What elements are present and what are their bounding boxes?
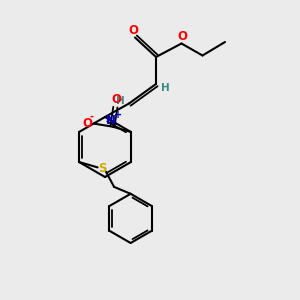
- Text: H: H: [160, 82, 169, 93]
- Text: H: H: [116, 95, 125, 106]
- Text: O: O: [177, 30, 187, 44]
- Text: O: O: [128, 23, 139, 37]
- Text: O: O: [82, 117, 92, 130]
- Text: S: S: [98, 162, 106, 176]
- Text: +: +: [114, 110, 122, 120]
- Text: N: N: [106, 113, 116, 127]
- Text: O: O: [111, 93, 121, 106]
- Text: -: -: [90, 112, 94, 122]
